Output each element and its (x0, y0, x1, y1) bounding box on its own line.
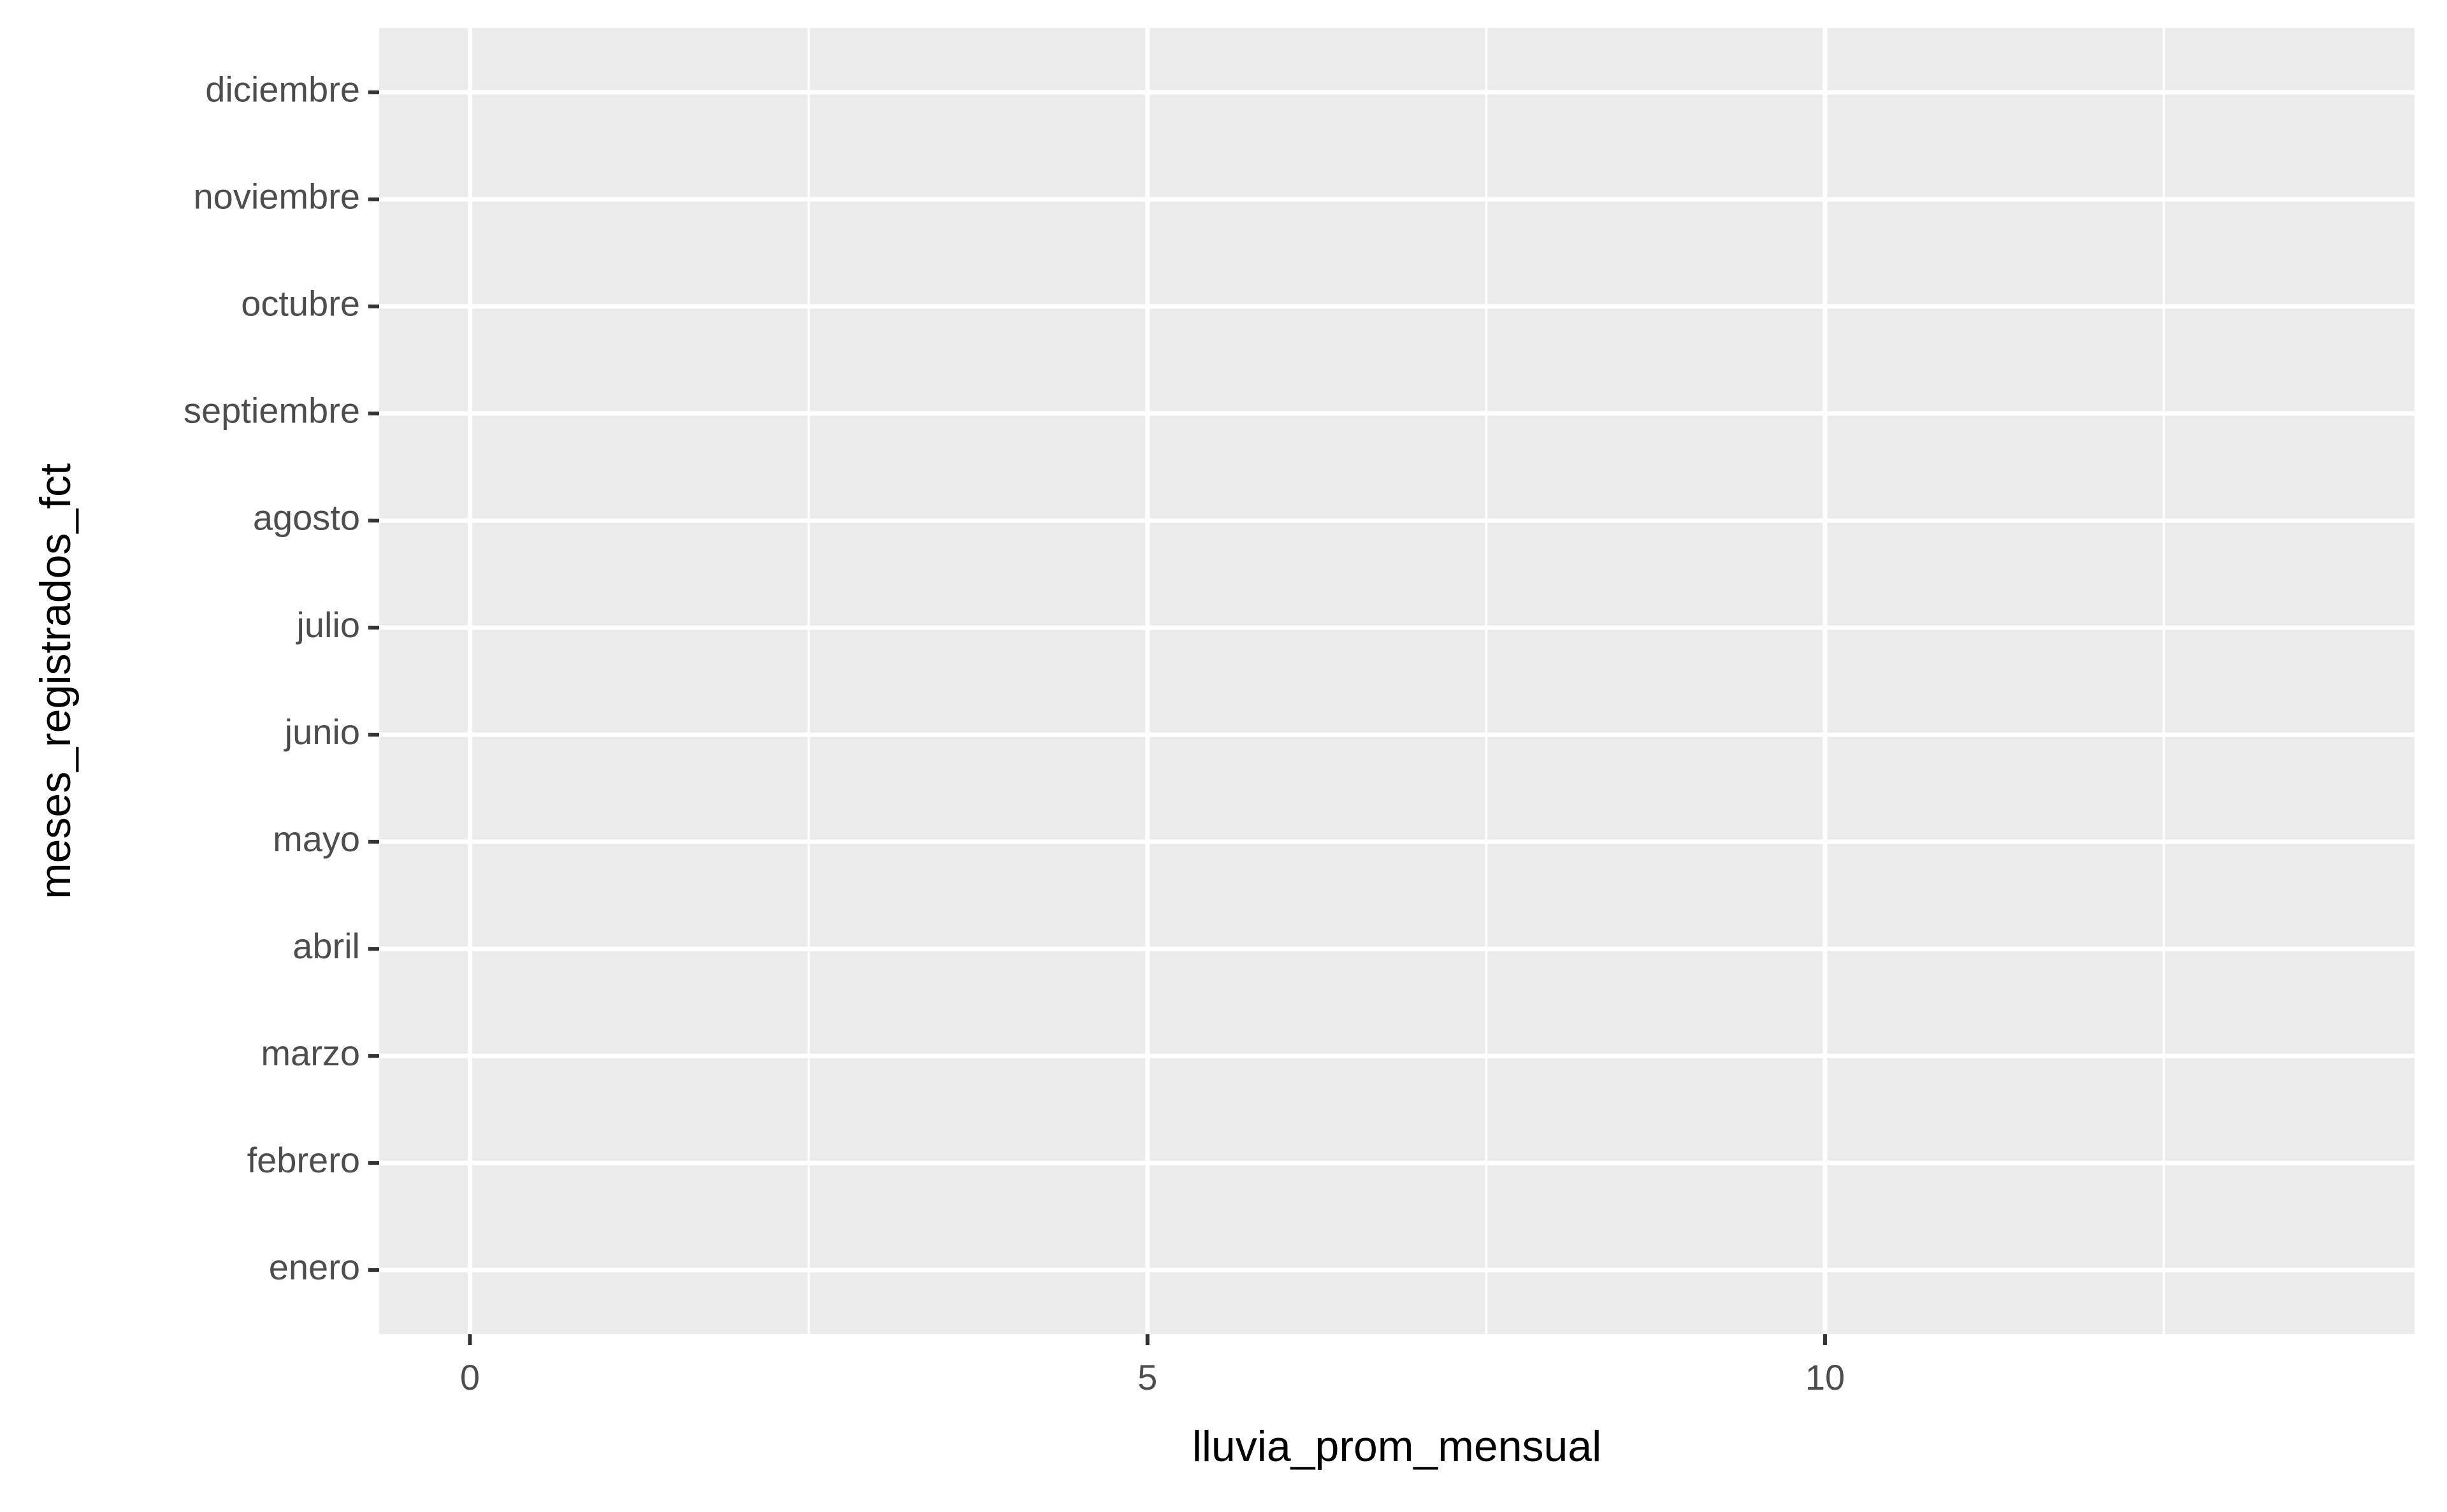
axes: 0 5 10 enero febrero marzo abril mayo junio julio… (184, 69, 1845, 1397)
grid (379, 28, 2415, 1334)
panel (379, 28, 2415, 1334)
y-tick-label: febrero (247, 1140, 360, 1180)
y-tick-label: marzo (261, 1033, 360, 1073)
y-tick-label: abril (292, 926, 360, 966)
x-tick-label: 0 (460, 1357, 480, 1397)
y-tick-label: enero (269, 1247, 360, 1287)
y-tick-label: diciembre (205, 69, 360, 110)
x-tick-label: 5 (1137, 1357, 1157, 1397)
y-tick-label: septiembre (184, 391, 360, 431)
y-tick-label: agosto (253, 498, 360, 538)
y-tick-label: octubre (241, 284, 360, 324)
y-tick-label: noviembre (194, 176, 360, 217)
x-axis-title: lluvia_prom_mensual (1192, 1422, 1602, 1471)
x-tick-label: 10 (1805, 1357, 1845, 1397)
y-tick-label: julio (295, 605, 360, 645)
y-axis-title: meses_registrados_fct (31, 463, 80, 899)
y-tick-label: mayo (273, 819, 360, 859)
y-tick-label: junio (284, 712, 360, 752)
